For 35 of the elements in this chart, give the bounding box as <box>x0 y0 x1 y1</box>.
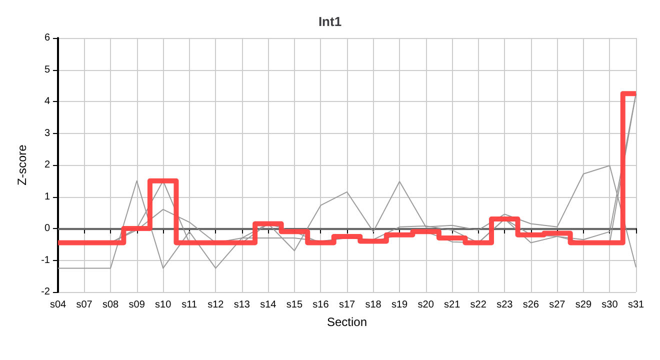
y-tick-label: 0 <box>44 223 50 234</box>
x-tick-label: s27 <box>549 300 566 310</box>
x-axis-title: Section <box>326 315 368 329</box>
x-tick-label: s09 <box>128 300 146 310</box>
x-tick-label: s21 <box>444 300 461 310</box>
y-tick-label: 3 <box>44 128 50 139</box>
x-tick-label: s22 <box>470 300 487 310</box>
x-tick-label: s18 <box>365 300 382 310</box>
x-tick-label: s07 <box>76 300 93 310</box>
x-tick-label: s19 <box>391 300 408 310</box>
x-tick-label: s15 <box>286 300 303 310</box>
x-tick-label: s17 <box>338 300 356 310</box>
x-tick-label: s29 <box>575 300 592 310</box>
y-tick-label: 6 <box>44 32 50 44</box>
y-tick-label: -2 <box>41 286 50 298</box>
y-tick-label: 2 <box>44 160 50 170</box>
x-tick-label: s12 <box>208 300 224 310</box>
x-tick-label: s13 <box>234 300 250 310</box>
chart-title: Int1 <box>318 14 342 29</box>
x-tick-label: s30 <box>602 300 618 310</box>
x-tick-label: s08 <box>102 300 120 310</box>
x-tick-label: s23 <box>496 300 514 310</box>
x-tick-label: s11 <box>182 300 198 310</box>
x-tick-label: s16 <box>312 300 330 310</box>
x-tick-label: s26 <box>522 300 540 310</box>
x-tick-label: s31 <box>628 300 644 310</box>
y-axis-title: Z-score <box>15 144 29 186</box>
x-tick-label: s14 <box>260 300 277 310</box>
y-tick-label: 4 <box>44 96 50 107</box>
x-tick-label: s10 <box>155 300 172 310</box>
y-tick-label: 5 <box>44 64 50 76</box>
y-tick-label: -1 <box>41 254 50 266</box>
x-tick-label: s20 <box>418 300 434 310</box>
y-tick-label: 1 <box>44 191 50 202</box>
x-tick-label: s04 <box>50 300 66 310</box>
